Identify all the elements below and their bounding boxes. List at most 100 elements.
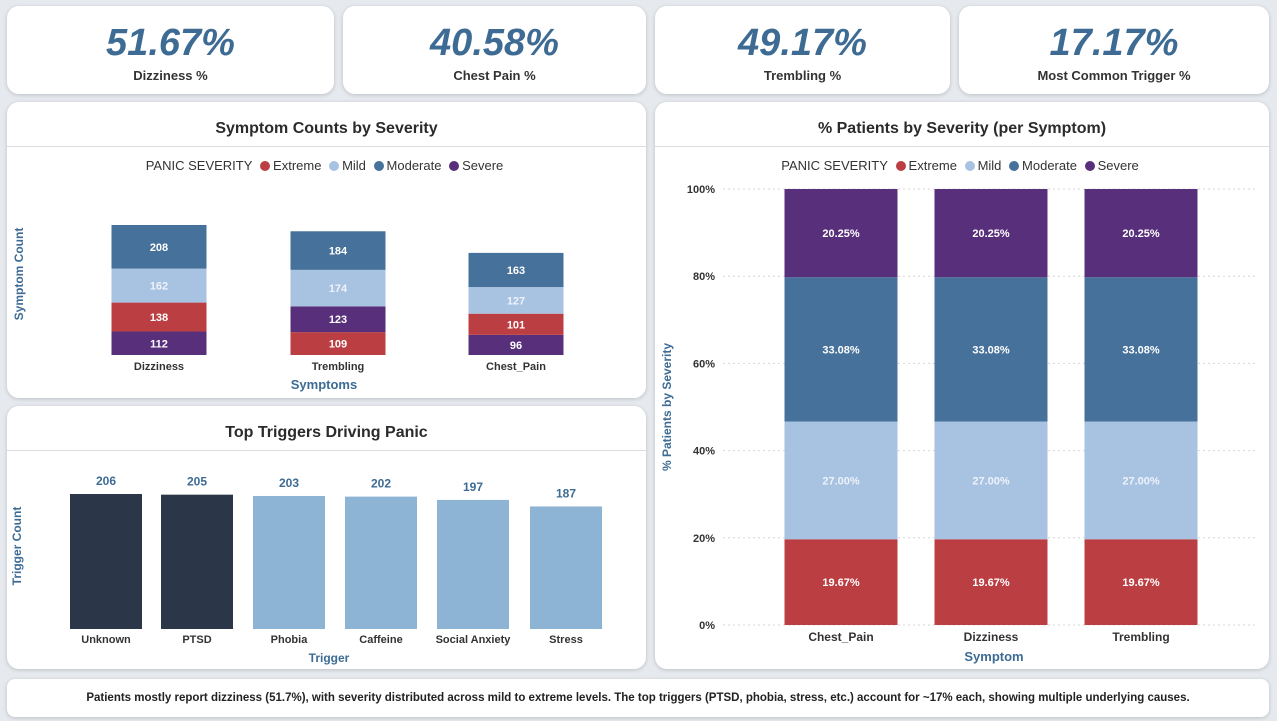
symptom-counts-chart: 112 138 162 208 Dizziness 109 123 174 184 Trembli…	[12, 224, 564, 392]
legend-item-moderate[interactable]: Moderate	[373, 158, 442, 173]
data-label: 206	[96, 474, 116, 488]
x-tick-label: Dizziness	[964, 630, 1019, 644]
y-tick-label: 60%	[693, 358, 715, 370]
data-label: 27.00%	[972, 475, 1010, 487]
y-tick-label: 20%	[693, 533, 715, 545]
legend-item-severe[interactable]: Severe	[449, 158, 503, 173]
legend-item-extreme[interactable]: Extreme	[895, 158, 957, 173]
legend-dot	[1009, 161, 1020, 171]
x-axis-label: Symptom	[964, 649, 1023, 664]
data-label: 19.67%	[972, 577, 1010, 589]
data-label: 109	[329, 339, 347, 351]
legend-dot	[329, 161, 340, 171]
legend-dot	[964, 161, 975, 171]
percent-severity-chart: 0% 20% 40% 60% 80% 100% 19.67% 27.00% 33.08% 20.2…	[660, 184, 1255, 664]
data-label: 138	[150, 312, 168, 324]
bar-segment	[111, 331, 207, 355]
legend-item-mild[interactable]: Mild	[329, 158, 366, 173]
chart-legend: PANIC SEVERITY Extreme Mild Moderate Sev…	[655, 158, 1269, 173]
legend-label: Extreme	[273, 158, 322, 173]
trigger-bar	[161, 494, 233, 629]
kpi-value: 49.17%	[738, 22, 867, 64]
data-label: 184	[329, 246, 348, 258]
divider	[7, 450, 646, 451]
bar-segment	[468, 313, 564, 335]
kpi-card-chest-pain: 40.58% Chest Pain %	[343, 6, 646, 94]
legend-title: PANIC SEVERITY	[145, 158, 253, 173]
legend-label: Mild	[977, 158, 1002, 173]
bar-segment	[468, 287, 564, 314]
data-label: 33.08%	[972, 344, 1010, 356]
x-axis-label: Symptoms	[291, 377, 357, 392]
y-axis-label: % Patients by Severity	[660, 343, 674, 471]
bar-segment	[290, 306, 386, 333]
bar-segment	[290, 269, 386, 307]
legend-dot	[449, 161, 460, 171]
summary-footer: Patients mostly report dizziness (51.7%)…	[7, 679, 1269, 717]
data-label: 20.25%	[972, 228, 1010, 240]
data-label: 162	[150, 281, 168, 293]
bar-segment	[1084, 277, 1198, 422]
top-triggers-chart: 206 Unknown 205 PTSD 203 Phobia 202 Caffeine 197…	[10, 474, 602, 665]
top-triggers-card: Top Triggers Driving Panic 206 Unknown 205…	[7, 406, 646, 669]
data-label: 33.08%	[822, 344, 860, 356]
x-tick-label: Phobia	[271, 634, 309, 646]
legend-dot	[260, 161, 271, 171]
data-label: 96	[510, 340, 522, 352]
divider	[7, 146, 646, 147]
legend-item-mild[interactable]: Mild	[964, 158, 1002, 173]
bar-segment	[1084, 189, 1198, 278]
bar-segment	[784, 539, 898, 625]
bar-segment	[1084, 421, 1198, 540]
data-label: 27.00%	[822, 475, 860, 487]
kpi-label: Chest Pain %	[453, 68, 536, 83]
kpi-card-trembling: 49.17% Trembling %	[655, 6, 950, 94]
data-label: 19.67%	[1122, 577, 1160, 589]
x-tick-label: Unknown	[81, 634, 131, 646]
data-label: 208	[150, 242, 168, 254]
legend-label: Extreme	[908, 158, 957, 173]
legend-item-extreme[interactable]: Extreme	[260, 158, 321, 173]
legend-dot	[1084, 161, 1095, 171]
legend-label: Moderate	[1022, 158, 1077, 173]
kpi-value: 40.58%	[430, 22, 559, 64]
data-label: 203	[279, 476, 299, 490]
kpi-label: Most Common Trigger %	[1037, 68, 1191, 83]
data-label: 112	[150, 338, 168, 350]
legend-label: Moderate	[386, 158, 442, 173]
x-tick-label: Caffeine	[359, 634, 402, 646]
bar-segment	[934, 277, 1048, 422]
x-axis-label: Trigger	[309, 651, 350, 665]
bar-segment	[1084, 539, 1198, 625]
bar-segment	[290, 332, 386, 355]
symptom-counts-card: Symptom Counts by Severity PANIC SEVERIT…	[7, 102, 646, 398]
y-tick-label: 80%	[693, 271, 715, 283]
bar-segment	[111, 268, 207, 303]
trigger-bar	[437, 499, 509, 629]
x-tick-label: Chest_Pain	[808, 630, 873, 644]
y-tick-label: 40%	[693, 446, 715, 458]
legend-dot	[895, 161, 906, 171]
data-label: 33.08%	[1122, 344, 1160, 356]
y-axis-label: Trigger Count	[10, 507, 24, 586]
data-label: 127	[507, 295, 525, 307]
divider	[655, 146, 1269, 147]
data-label: 101	[507, 319, 525, 331]
x-tick-label: Trembling	[1112, 630, 1169, 644]
data-label: 163	[507, 265, 525, 277]
kpi-card-most-common-trigger: 17.17% Most Common Trigger %	[959, 6, 1269, 94]
y-tick-label: 0%	[699, 620, 715, 632]
trigger-bar	[70, 494, 142, 629]
kpi-value: 51.67%	[106, 22, 235, 64]
x-tick-label: Dizziness	[134, 361, 184, 373]
legend-dot	[373, 161, 384, 171]
chart-title: % Patients by Severity (per Symptom)	[817, 120, 1107, 137]
x-tick-label: Social Anxiety	[436, 634, 512, 646]
kpi-label: Trembling %	[763, 68, 842, 83]
trigger-bar	[345, 496, 417, 629]
trigger-bar	[530, 506, 602, 629]
bar-segment	[934, 421, 1048, 540]
bar-segment	[934, 539, 1048, 625]
legend-item-severe[interactable]: Severe	[1084, 158, 1139, 173]
legend-item-moderate[interactable]: Moderate	[1009, 158, 1077, 173]
